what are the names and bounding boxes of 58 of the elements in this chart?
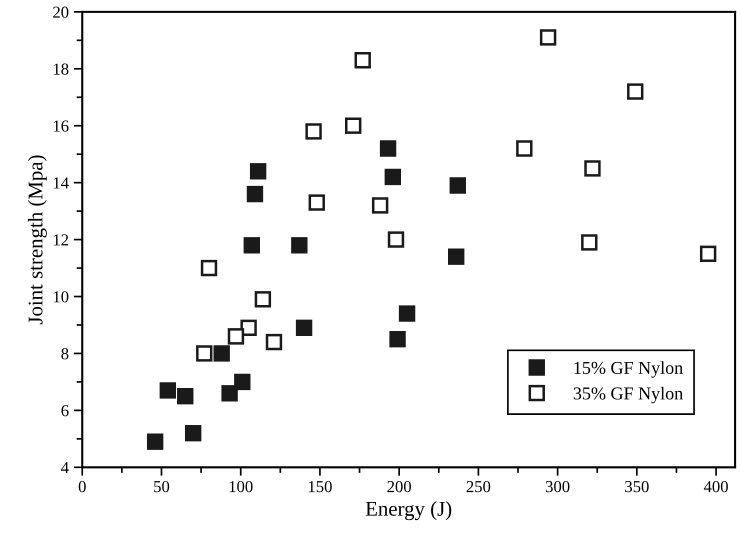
point (240, 320, 257, 336)
y-axis-title: Joint strength (Mpa) (28, 155, 47, 324)
point (146, 434, 164, 450)
point (177, 388, 194, 404)
x-tick-label: 50 (154, 480, 170, 492)
x-tick-label: 100 (230, 480, 253, 492)
point (384, 168, 402, 186)
y-tick-label: 10 (54, 291, 68, 302)
x-axis-title: Energy (J) (366, 501, 452, 520)
x-tick-label: 150 (308, 480, 332, 492)
point (246, 186, 264, 202)
point (213, 345, 230, 362)
point (450, 177, 466, 194)
point (389, 331, 406, 348)
point (305, 123, 322, 140)
point (380, 140, 396, 157)
point (244, 237, 260, 254)
x-tick-label: 200 (387, 480, 412, 492)
x-tick-label: 0 (78, 480, 86, 492)
y-tick-label: 12 (54, 234, 68, 246)
y-tick-label: 16 (54, 120, 69, 132)
point (584, 160, 601, 177)
x-tick-label: 350 (625, 480, 649, 492)
point (372, 197, 388, 214)
point (234, 374, 250, 390)
y-tick-label: 6 (61, 405, 69, 416)
point (228, 328, 244, 345)
point (540, 29, 556, 46)
point (200, 260, 218, 276)
x-tick-label: 250 (466, 480, 490, 492)
point (354, 52, 371, 68)
y-tick-label: 14 (54, 177, 69, 188)
point (196, 345, 212, 362)
x-tick-label: 300 (546, 480, 570, 492)
point (345, 118, 362, 134)
point (254, 291, 272, 308)
point (308, 194, 325, 211)
point (700, 246, 716, 262)
point (627, 83, 644, 100)
point (160, 382, 176, 399)
y-tick-label: 4 (61, 462, 69, 474)
point (266, 334, 282, 350)
point (516, 140, 533, 157)
point (250, 163, 266, 180)
y-tick-label: 8 (61, 348, 68, 360)
point (448, 248, 464, 265)
y-tick-label: 18 (54, 63, 68, 75)
legend-label: 35% GF Nylon (574, 386, 683, 404)
point (581, 234, 598, 251)
point (291, 237, 308, 254)
point (398, 305, 416, 322)
y-tick-label: 20 (53, 6, 68, 18)
point (221, 385, 238, 402)
point (388, 231, 404, 248)
point (184, 424, 202, 442)
point (296, 320, 312, 336)
legend-label: 15% GF Nylon (574, 361, 683, 378)
x-tick-label: 400 (704, 480, 728, 492)
